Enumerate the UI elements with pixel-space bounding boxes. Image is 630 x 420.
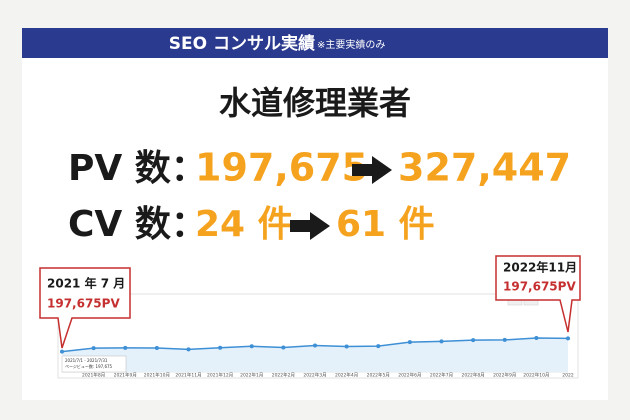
x-tick-label: 2022年4月 (335, 372, 358, 379)
point (123, 345, 128, 350)
point (534, 336, 539, 341)
x-tick-label: 2022年1月 (240, 372, 263, 379)
callout-value: 197,675PV (503, 280, 576, 294)
x-tick-label: 2022 (562, 373, 574, 379)
point (60, 349, 64, 354)
point (471, 338, 476, 343)
point (376, 344, 381, 349)
point (91, 346, 96, 351)
plot: 2021年8月 2021年9月 2021年10月 2021年11月 2021年12月 20… (60, 336, 574, 379)
x-tick-label: 2021年10月 (144, 372, 170, 379)
x-tick-label: 2022年8月 (461, 372, 484, 379)
callout (495, 255, 581, 333)
point (344, 344, 349, 349)
point (566, 336, 570, 341)
point (218, 345, 223, 350)
x-tick-label: 2022年7月 (430, 372, 453, 379)
point (502, 337, 507, 342)
arrow (352, 156, 392, 184)
metric-after: 61 件 (336, 204, 435, 245)
metric-label: PV 数： (68, 148, 207, 189)
x-tick-label: 2021年8月 (82, 372, 105, 379)
point (407, 340, 412, 345)
tooltip-value: ページビュー数: 197,675 (65, 363, 113, 369)
header-note: ※主要実績のみ (317, 38, 385, 51)
area (62, 338, 568, 372)
x-tick-label: 2022年6月 (398, 372, 421, 379)
callout (39, 267, 131, 349)
tooltip (61, 355, 127, 373)
x-tick-label: 2022年10月 (523, 372, 549, 379)
x-tick-label: 2021年9月 (114, 372, 137, 379)
metric-label: CV 数： (68, 204, 207, 245)
x-tick-label: 2022年3月 (303, 372, 326, 379)
x-tick-label: 2021年12月 (207, 372, 233, 379)
point (186, 347, 191, 352)
arrow (290, 212, 330, 240)
callout-date: 2021 年 7 月 (47, 276, 125, 291)
x-tick-label: 2022年9月 (493, 372, 516, 379)
metric-before: 24 件 (195, 204, 294, 245)
header-banner (22, 28, 608, 58)
point (249, 344, 254, 349)
header-title: SEO コンサル実績 (169, 33, 315, 54)
callout-date: 2022年11月 (503, 260, 577, 275)
x-tick-label: 2022年2月 (272, 372, 295, 379)
point (281, 345, 286, 350)
x-tick-label: 2022年5月 (367, 372, 390, 379)
headline: 水道修理業者 (219, 84, 411, 122)
x-tick-label: 2021年11月 (175, 372, 201, 379)
point (439, 339, 444, 344)
tooltip-range: 2021/7/1 - 2021/7/31 (65, 358, 108, 363)
metric-before: 197,675 (195, 146, 368, 190)
point (154, 346, 159, 351)
point (313, 343, 317, 348)
metric-after: 327,447 (398, 146, 571, 190)
callout-value: 197,675PV (47, 297, 120, 311)
